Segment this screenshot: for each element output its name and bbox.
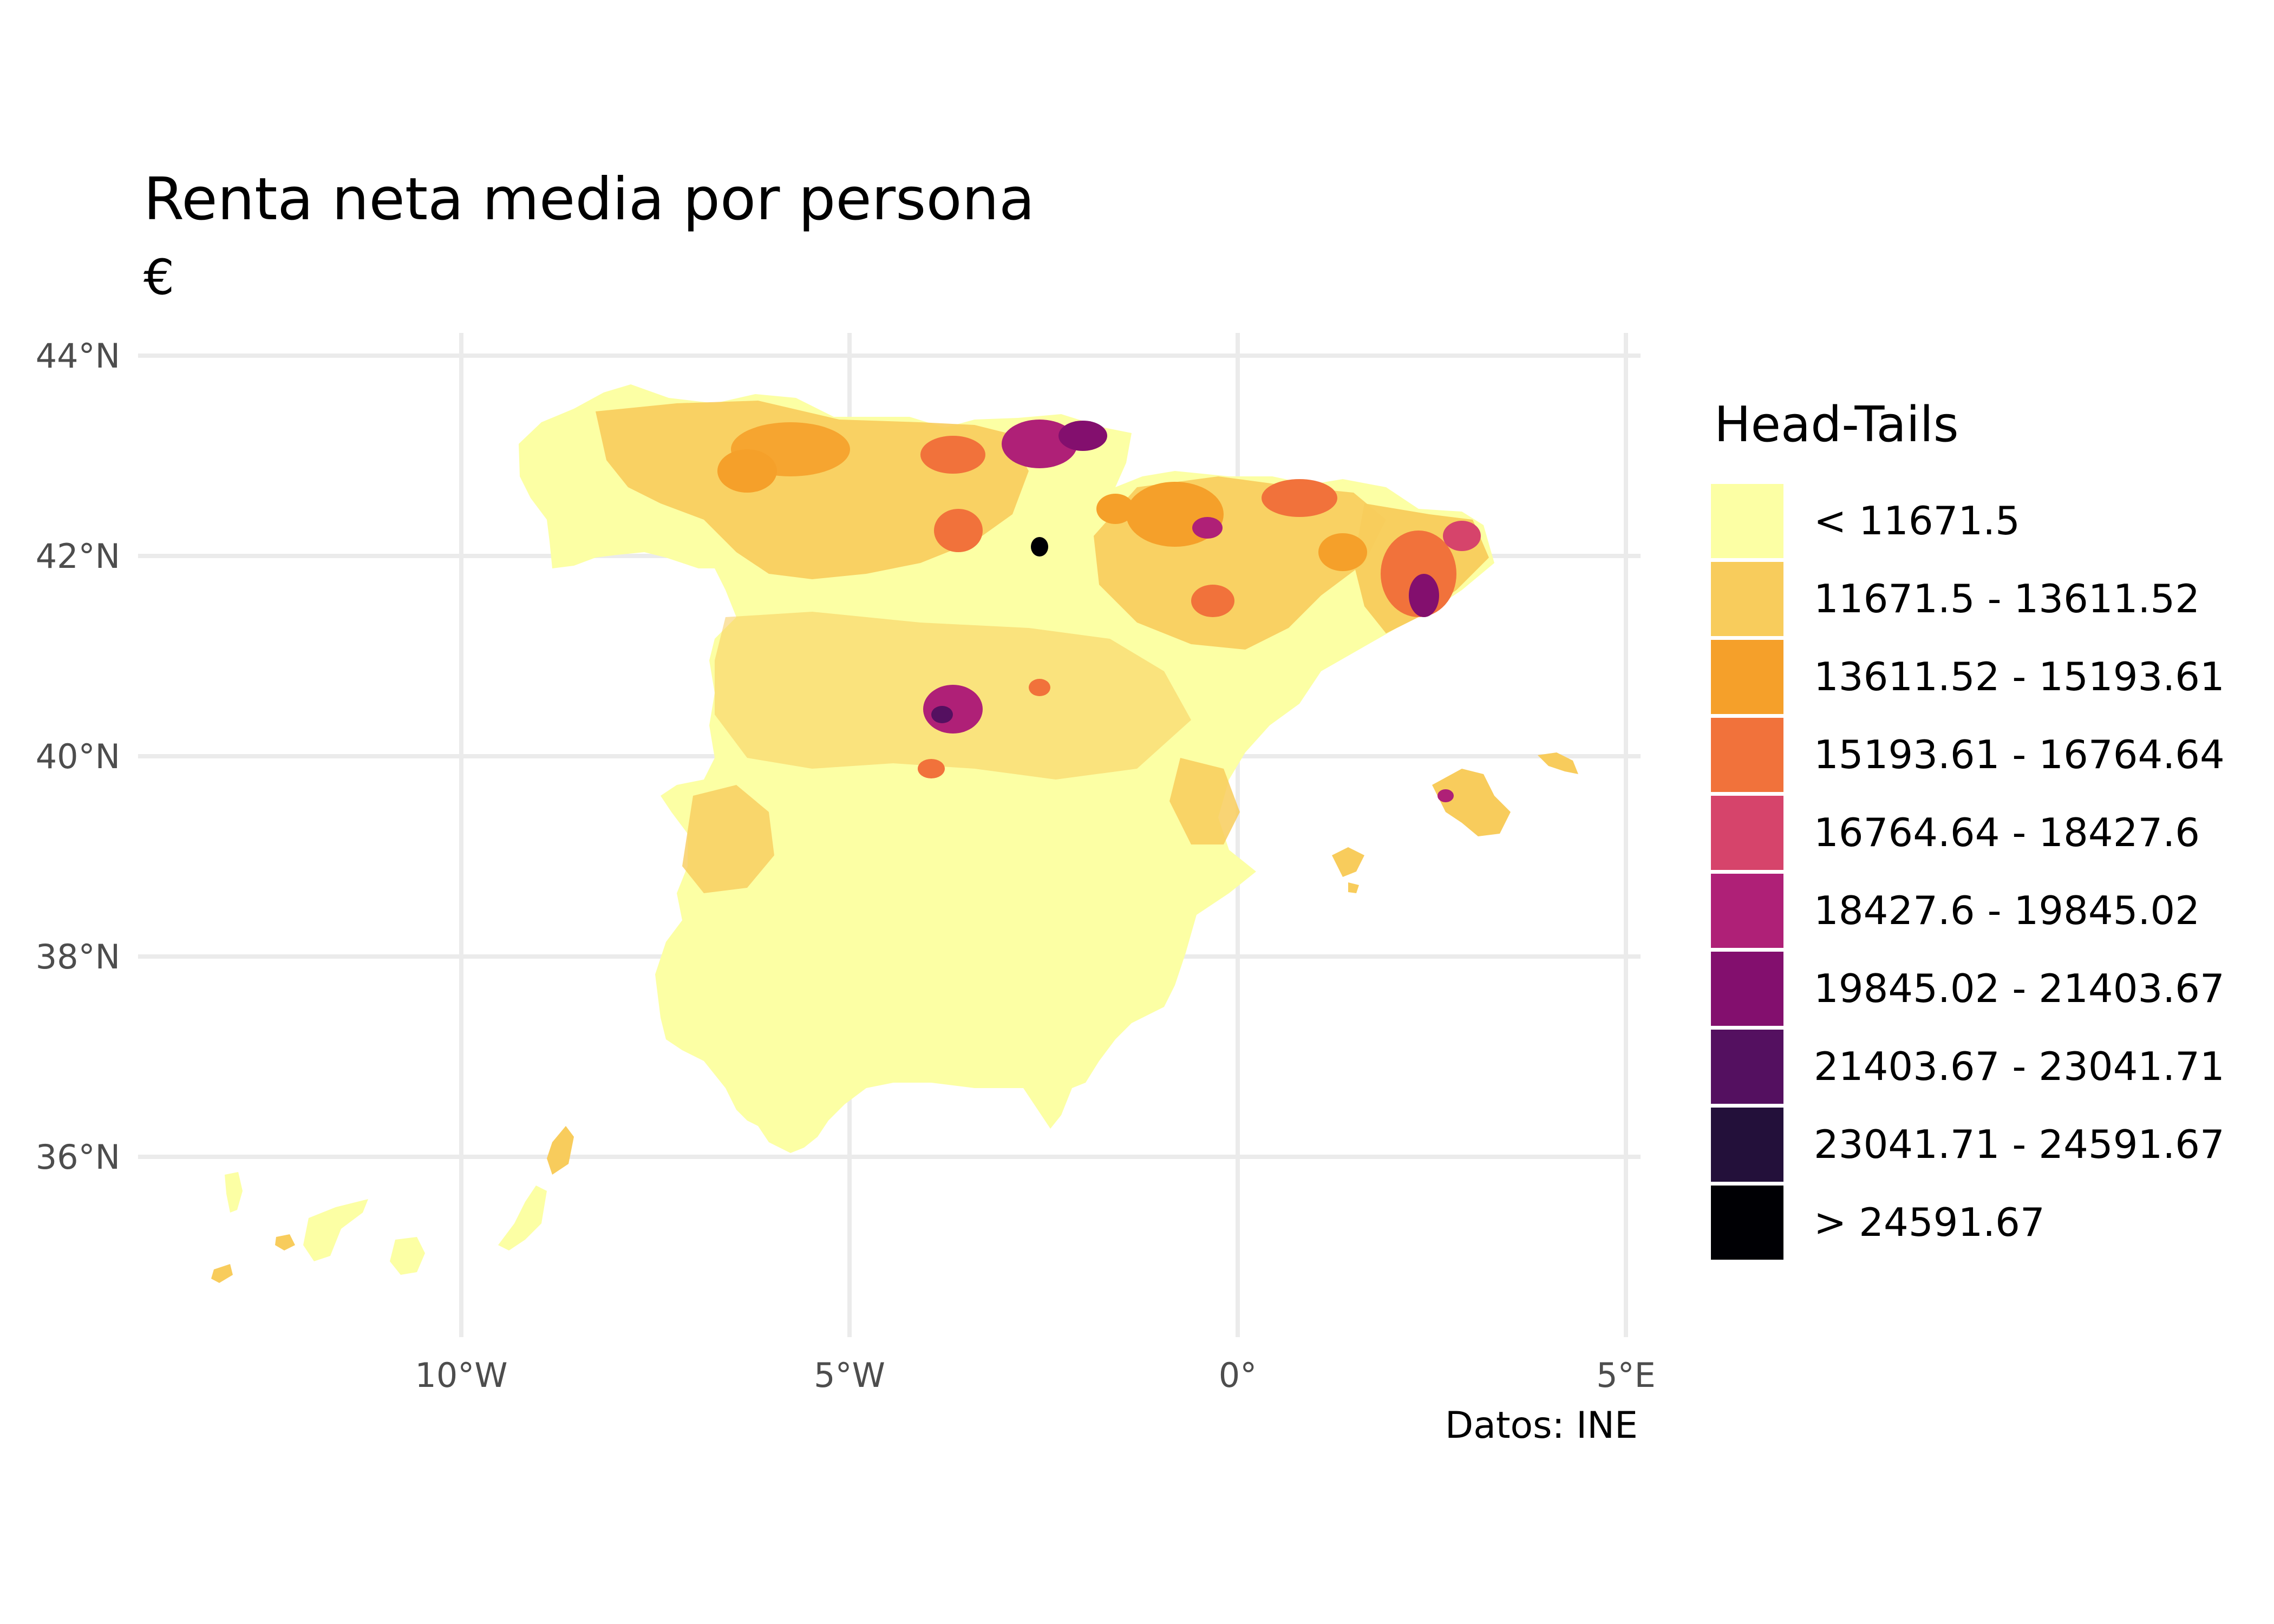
legend-swatch — [1711, 873, 1783, 948]
legend-label: > 24591.67 — [1814, 1200, 2045, 1245]
zone-toledo — [918, 759, 945, 778]
zone-barcelona-core — [1409, 574, 1439, 617]
y-tick-label: 40°N — [36, 737, 120, 776]
zone-zaragoza — [1191, 585, 1234, 617]
legend-swatch — [1711, 717, 1783, 792]
legend-item: 23041.71 - 24591.67 — [1711, 1105, 2225, 1183]
spain-regions — [211, 384, 1578, 1283]
la-palma — [225, 1172, 243, 1213]
data-source-caption: Datos: INE — [1445, 1404, 1638, 1447]
zone-girona — [1443, 521, 1481, 551]
gran-canaria — [390, 1237, 425, 1275]
mallorca — [1432, 769, 1511, 836]
legend-item: 15193.61 - 16764.64 — [1711, 716, 2225, 794]
y-tick-label: 36°N — [36, 1137, 120, 1177]
legend-title: Head-Tails — [1714, 396, 1959, 453]
zone-madrid-core — [931, 706, 953, 723]
legend-label: < 11671.5 — [1814, 498, 2020, 543]
legend-swatch — [1711, 561, 1783, 636]
x-tick-labels: 10°W 5°W 0° 5°E — [415, 1355, 1655, 1395]
ibiza — [1332, 847, 1364, 877]
y-tick-label: 38°N — [36, 937, 120, 977]
y-tick-label: 42°N — [36, 536, 120, 576]
x-tick-label: 5°W — [814, 1355, 885, 1395]
legend-swatch — [1711, 1029, 1783, 1104]
zone-la-rioja — [1096, 494, 1134, 524]
zone-bizkaia — [1002, 420, 1077, 468]
legend-label: 23041.71 - 24591.67 — [1814, 1122, 2225, 1167]
legend-label: 21403.67 - 23041.71 — [1814, 1044, 2225, 1089]
legend-swatch — [1711, 1185, 1783, 1260]
formentera — [1348, 882, 1359, 893]
chart-title: Renta neta media por persona — [143, 166, 1035, 233]
zone-madrid — [923, 685, 983, 734]
x-tick-label: 10°W — [415, 1355, 507, 1395]
legend-label: 13611.52 - 15193.61 — [1814, 654, 2225, 699]
el-hierro — [211, 1264, 233, 1283]
tenerife — [303, 1199, 368, 1261]
legend-label: 16764.64 - 18427.6 — [1814, 810, 2200, 855]
legend-swatch — [1711, 1107, 1783, 1182]
zone-valencia — [1169, 758, 1240, 844]
lanzarote — [547, 1126, 574, 1175]
legend-label: 19845.02 - 21403.67 — [1814, 966, 2225, 1011]
palma — [1437, 789, 1454, 802]
legend-swatch — [1711, 639, 1783, 714]
legend-item: 19845.02 - 21403.67 — [1711, 949, 2225, 1027]
zone-cantabria — [920, 436, 985, 474]
legend-swatch — [1711, 483, 1783, 558]
legend-item: 21403.67 - 23041.71 — [1711, 1027, 2225, 1105]
chart-subtitle: € — [143, 249, 175, 306]
legend-item: 16764.64 - 18427.6 — [1711, 794, 2225, 872]
zone-extremadura — [682, 785, 774, 893]
y-tick-label: 44°N — [36, 336, 120, 376]
legend-label: 11671.5 - 13611.52 — [1814, 576, 2200, 621]
legend-item: 11671.5 - 13611.52 — [1711, 560, 2225, 638]
legend-swatch — [1711, 795, 1783, 870]
legend-item: 18427.6 - 19845.02 — [1711, 872, 2225, 949]
legend-label: 15193.61 - 16764.64 — [1814, 732, 2225, 777]
zone-pamplona — [1192, 517, 1223, 539]
legend-item: < 11671.5 — [1711, 482, 2225, 560]
legend: Head-Tails < 11671.5 11671.5 - 13611.52 13… — [1711, 401, 2225, 1261]
zone-burgos — [934, 509, 983, 552]
zone-north-band — [596, 401, 1029, 579]
zone-guadalajara — [1029, 679, 1050, 696]
zone-huesca — [1262, 479, 1337, 517]
menorca — [1538, 752, 1578, 774]
zone-gipuzkoa — [1058, 421, 1107, 451]
legend-label: 18427.6 - 19845.02 — [1814, 888, 2200, 933]
y-tick-labels: 44°N 42°N 40°N 38°N 36°N — [36, 336, 120, 1177]
zone-lleida — [1318, 533, 1367, 571]
legend-item: 13611.52 - 15193.61 — [1711, 638, 2225, 716]
zone-vitoria — [1031, 537, 1048, 556]
fuerteventura — [498, 1186, 547, 1250]
zone-leon — [717, 449, 777, 493]
la-gomera — [275, 1234, 295, 1250]
legend-swatch — [1711, 951, 1783, 1026]
x-tick-label: 5°E — [1596, 1355, 1656, 1395]
x-tick-label: 0° — [1219, 1355, 1257, 1395]
legend-item: > 24591.67 — [1711, 1183, 2225, 1261]
legend-items: < 11671.5 11671.5 - 13611.52 13611.52 - 15… — [1711, 482, 2225, 1261]
